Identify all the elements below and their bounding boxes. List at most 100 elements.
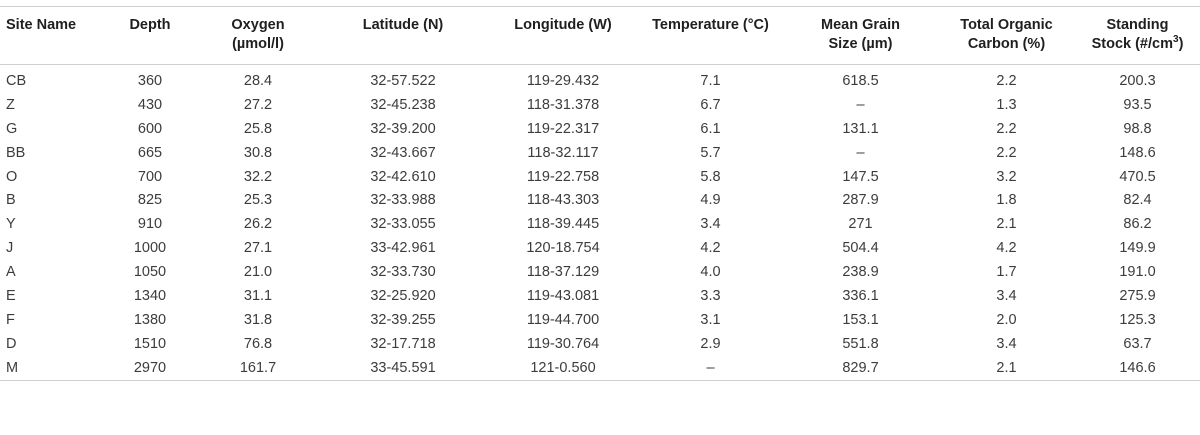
cell-depth: 910 bbox=[137, 216, 163, 233]
cell-latitude: 33-42.961 bbox=[370, 240, 436, 257]
cell-total-organic-carbon: 2.1 bbox=[996, 359, 1017, 376]
table-row: J 1000 27.1 33-42.961 120-18.754 4.2 504.4 4.2 1… bbox=[0, 236, 1200, 260]
cell-longitude: 118-32.117 bbox=[527, 144, 599, 161]
table-header: Site Name Depth Oxygen (µmol/l) Latitude… bbox=[0, 6, 1200, 65]
cell-mean-grain-size: 829.7 bbox=[842, 359, 879, 376]
header-longitude: Longitude (W) bbox=[488, 7, 638, 65]
header-text: Stock (#/cm bbox=[1091, 36, 1173, 52]
header-line: Stock (#/cm3) bbox=[1079, 35, 1196, 54]
table-row: BB 665 30.8 32-43.667 118-32.117 5.7 – 2.2 148.6 bbox=[0, 141, 1200, 165]
header-total-organic-carbon: Total Organic Carbon (%) bbox=[938, 7, 1075, 65]
header-line: Depth bbox=[129, 17, 171, 33]
cell-standing-stock: 275.9 bbox=[1119, 287, 1156, 304]
cell-oxygen: 26.2 bbox=[243, 216, 273, 233]
cell-latitude: 32-17.718 bbox=[370, 335, 436, 352]
cell-longitude: 120-18.754 bbox=[526, 240, 600, 257]
cell-latitude: 32-33.055 bbox=[370, 216, 436, 233]
cell-mean-grain-size: 147.5 bbox=[842, 168, 879, 185]
cell-standing-stock: 93.5 bbox=[1123, 96, 1152, 113]
cell-site-name: F bbox=[6, 311, 15, 328]
cell-standing-stock: 63.7 bbox=[1123, 335, 1152, 352]
cell-oxygen: 27.2 bbox=[243, 96, 273, 113]
cell-latitude: 32-39.200 bbox=[370, 120, 436, 137]
cell-mean-grain-size: 336.1 bbox=[842, 287, 879, 304]
table-row: B 825 25.3 32-33.988 118-43.303 4.9 287.9 1.8 82… bbox=[0, 188, 1200, 212]
cell-temperature: 5.8 bbox=[700, 168, 721, 185]
cell-total-organic-carbon: 1.7 bbox=[996, 264, 1017, 281]
cell-standing-stock: 470.5 bbox=[1119, 168, 1156, 185]
header-latitude: Latitude (N) bbox=[318, 7, 488, 65]
cell-temperature: 6.1 bbox=[700, 120, 721, 137]
cell-mean-grain-size: 618.5 bbox=[842, 72, 879, 89]
cell-latitude: 32-39.255 bbox=[370, 311, 436, 328]
header-text: ) bbox=[1178, 36, 1184, 52]
cell-mean-grain-size: 153.1 bbox=[842, 311, 879, 328]
header-temperature: Temperature (°C) bbox=[638, 7, 783, 65]
header-line: Temperature (°C) bbox=[652, 17, 769, 33]
cell-standing-stock: 125.3 bbox=[1119, 311, 1156, 328]
cell-depth: 825 bbox=[137, 192, 163, 209]
cell-total-organic-carbon: 1.3 bbox=[996, 96, 1017, 113]
cell-total-organic-carbon: 1.8 bbox=[996, 192, 1017, 209]
cell-temperature: 6.7 bbox=[700, 96, 721, 113]
cell-oxygen: 76.8 bbox=[243, 335, 273, 352]
cell-temperature: 3.3 bbox=[700, 287, 721, 304]
cell-standing-stock: 98.8 bbox=[1123, 120, 1152, 137]
cell-longitude: 118-37.129 bbox=[526, 264, 600, 281]
cell-site-name: B bbox=[6, 192, 16, 209]
table-row: M 2970 161.7 33-45.591 121-0.560 – 829.7 2.1 146… bbox=[0, 356, 1200, 381]
cell-oxygen: 30.8 bbox=[243, 144, 273, 161]
table-body: CB 360 28.4 32-57.522 119-29.432 7.1 618.5 2.2 2… bbox=[0, 65, 1200, 381]
cell-temperature: 4.9 bbox=[700, 192, 721, 209]
table-row: Y 910 26.2 32-33.055 118-39.445 3.4 271 2.1 86.2 bbox=[0, 212, 1200, 236]
cell-standing-stock: 86.2 bbox=[1123, 216, 1152, 233]
cell-depth: 1510 bbox=[133, 335, 167, 352]
cell-site-name: O bbox=[6, 168, 18, 185]
cell-oxygen: 21.0 bbox=[243, 264, 273, 281]
cell-depth: 1380 bbox=[133, 311, 167, 328]
cell-latitude: 32-45.238 bbox=[370, 96, 436, 113]
cell-oxygen: 25.8 bbox=[243, 120, 273, 137]
cell-site-name: BB bbox=[6, 144, 26, 161]
cell-longitude: 119-22.317 bbox=[526, 120, 600, 137]
cell-oxygen: 32.2 bbox=[243, 168, 273, 185]
cell-mean-grain-size: 131.1 bbox=[842, 120, 879, 137]
cell-latitude: 32-42.610 bbox=[370, 168, 436, 185]
cell-temperature: 7.1 bbox=[700, 72, 721, 89]
cell-mean-grain-size: 551.8 bbox=[842, 335, 879, 352]
header-line: Standing bbox=[1106, 17, 1169, 33]
cell-total-organic-carbon: 3.4 bbox=[996, 287, 1017, 304]
cell-depth: 2970 bbox=[133, 359, 167, 376]
cell-longitude: 118-39.445 bbox=[526, 216, 600, 233]
cell-total-organic-carbon: 3.2 bbox=[996, 168, 1017, 185]
cell-total-organic-carbon: 2.2 bbox=[996, 120, 1017, 137]
cell-total-organic-carbon: 3.4 bbox=[996, 335, 1017, 352]
cell-site-name: Y bbox=[6, 216, 16, 233]
cell-oxygen: 27.1 bbox=[243, 240, 273, 257]
cell-depth: 700 bbox=[137, 168, 163, 185]
header-line: Carbon (%) bbox=[967, 36, 1046, 52]
cell-site-name: J bbox=[6, 240, 14, 257]
table-row: A 1050 21.0 32-33.730 118-37.129 4.0 238.9 1.7 1… bbox=[0, 260, 1200, 284]
header-line: Mean Grain bbox=[821, 17, 900, 33]
header-line: Latitude (N) bbox=[362, 17, 444, 33]
cell-oxygen: 25.3 bbox=[243, 192, 273, 209]
cell-oxygen: 28.4 bbox=[243, 72, 273, 89]
cell-temperature: 2.9 bbox=[700, 335, 721, 352]
cell-longitude: 119-22.758 bbox=[526, 168, 600, 185]
cell-mean-grain-size: 271 bbox=[848, 216, 873, 233]
header-line: Site Name bbox=[6, 17, 77, 33]
cell-depth: 1340 bbox=[133, 287, 167, 304]
cell-total-organic-carbon: 2.1 bbox=[996, 216, 1017, 233]
cell-longitude: 121-0.560 bbox=[530, 359, 596, 376]
table-row: G 600 25.8 32-39.200 119-22.317 6.1 131.1 2.2 98… bbox=[0, 117, 1200, 141]
cell-depth: 360 bbox=[137, 72, 163, 89]
cell-mean-grain-size: 504.4 bbox=[842, 240, 879, 257]
cell-depth: 600 bbox=[137, 120, 163, 137]
cell-standing-stock: 148.6 bbox=[1119, 144, 1156, 161]
cell-mean-grain-size: 238.9 bbox=[842, 264, 879, 281]
header-depth: Depth bbox=[102, 7, 198, 65]
cell-site-name: CB bbox=[6, 72, 27, 89]
cell-depth: 665 bbox=[137, 144, 163, 161]
